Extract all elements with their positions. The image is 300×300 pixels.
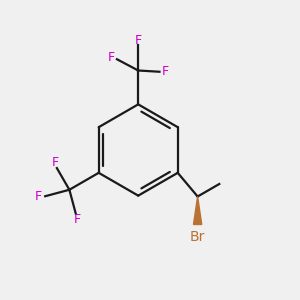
Text: F: F bbox=[52, 156, 59, 169]
Text: F: F bbox=[35, 190, 42, 203]
Text: Br: Br bbox=[190, 230, 205, 244]
Text: F: F bbox=[162, 65, 169, 78]
Text: F: F bbox=[108, 51, 115, 64]
Polygon shape bbox=[194, 196, 202, 224]
Text: F: F bbox=[74, 213, 81, 226]
Text: F: F bbox=[135, 34, 142, 47]
